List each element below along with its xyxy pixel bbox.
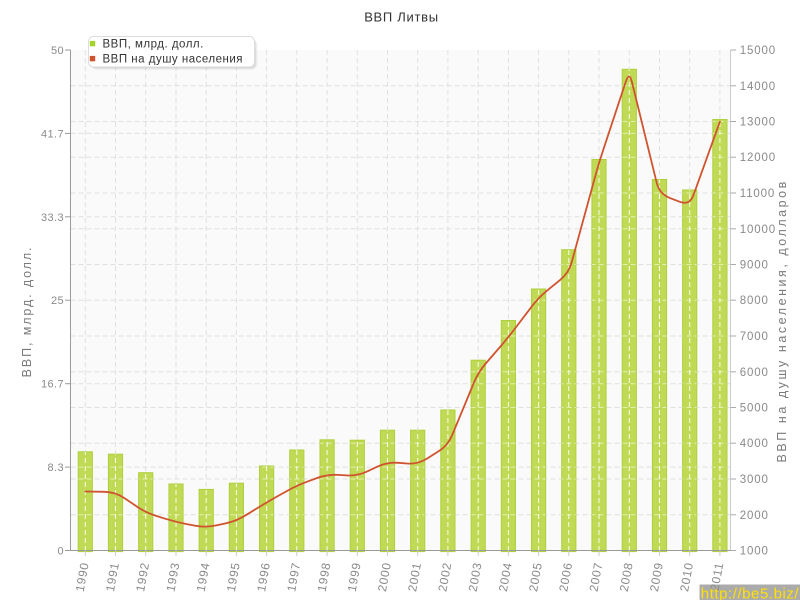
svg-text:2000: 2000 — [375, 561, 394, 593]
svg-text:2001: 2001 — [405, 561, 424, 593]
svg-text:2007: 2007 — [587, 561, 606, 593]
svg-text:12000: 12000 — [740, 152, 776, 164]
svg-text:2004: 2004 — [496, 561, 515, 593]
svg-text:1991: 1991 — [103, 561, 122, 593]
svg-text:10000: 10000 — [740, 224, 776, 236]
svg-text:ВВП на душу населения, долларо: ВВП на душу населения, долларов — [775, 179, 789, 462]
svg-text:50: 50 — [51, 45, 64, 57]
svg-text:2006: 2006 — [556, 561, 575, 593]
svg-text:2010: 2010 — [677, 561, 696, 593]
svg-text:6000: 6000 — [740, 367, 769, 379]
svg-text:2000: 2000 — [740, 510, 769, 522]
svg-text:1996: 1996 — [254, 561, 273, 593]
svg-text:2003: 2003 — [466, 561, 485, 593]
svg-text:1000: 1000 — [740, 546, 769, 558]
svg-text:1990: 1990 — [73, 561, 92, 593]
svg-text:13000: 13000 — [740, 117, 776, 129]
svg-text:41.7: 41.7 — [41, 128, 64, 140]
svg-text:1992: 1992 — [133, 561, 152, 593]
svg-text:3000: 3000 — [740, 474, 769, 486]
svg-text:25: 25 — [51, 295, 64, 307]
svg-text:ВВП, млрд. долл.: ВВП, млрд. долл. — [103, 39, 204, 51]
svg-text:8.3: 8.3 — [48, 462, 65, 474]
svg-text:9000: 9000 — [740, 260, 769, 272]
svg-text:1998: 1998 — [315, 561, 334, 593]
svg-text:7000: 7000 — [740, 331, 769, 343]
svg-text:ВВП, млрд. долл.: ВВП, млрд. долл. — [20, 246, 34, 378]
svg-text:http://be5.biz/: http://be5.biz/ — [701, 586, 800, 600]
svg-text:2009: 2009 — [647, 561, 666, 593]
svg-text:33.3: 33.3 — [41, 212, 64, 224]
svg-text:16.7: 16.7 — [41, 379, 64, 391]
svg-text:15000: 15000 — [740, 45, 776, 57]
svg-text:ВВП Литвы: ВВП Литвы — [364, 10, 439, 25]
svg-text:2005: 2005 — [526, 561, 545, 593]
svg-text:2008: 2008 — [617, 561, 636, 593]
svg-text:4000: 4000 — [740, 438, 769, 450]
svg-text:0: 0 — [57, 546, 64, 558]
svg-text:1995: 1995 — [224, 561, 243, 593]
svg-text:2011: 2011 — [708, 561, 727, 592]
svg-text:2002: 2002 — [435, 561, 454, 593]
svg-text:1993: 1993 — [164, 561, 183, 593]
svg-text:1994: 1994 — [194, 561, 213, 593]
svg-text:11000: 11000 — [740, 188, 775, 200]
svg-text:1999: 1999 — [345, 561, 364, 593]
svg-text:8000: 8000 — [740, 295, 769, 307]
svg-text:1997: 1997 — [284, 561, 303, 593]
svg-text:5000: 5000 — [740, 403, 769, 415]
svg-text:ВВП на душу населения: ВВП на душу населения — [103, 53, 244, 65]
svg-text:14000: 14000 — [740, 81, 776, 93]
